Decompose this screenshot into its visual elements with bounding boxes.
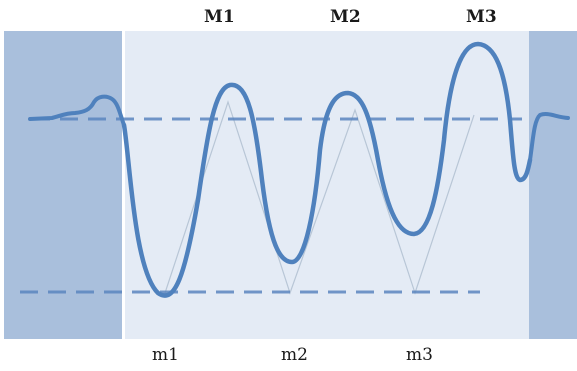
right-band	[529, 31, 577, 339]
guide-zigzag	[164, 100, 475, 295]
min-label-2: m2	[281, 345, 308, 365]
min-label-3: m3	[406, 345, 433, 365]
min-label-1: m1	[152, 345, 179, 365]
center-band	[125, 31, 529, 339]
curve-main	[121, 41, 533, 298]
left-band	[4, 31, 122, 339]
max-label-1: M1	[204, 7, 235, 27]
curve-right-segment	[528, 112, 570, 162]
max-label-3: M3	[466, 7, 497, 27]
curve-left-segment	[28, 94, 126, 127]
max-label-2: M2	[330, 7, 361, 27]
